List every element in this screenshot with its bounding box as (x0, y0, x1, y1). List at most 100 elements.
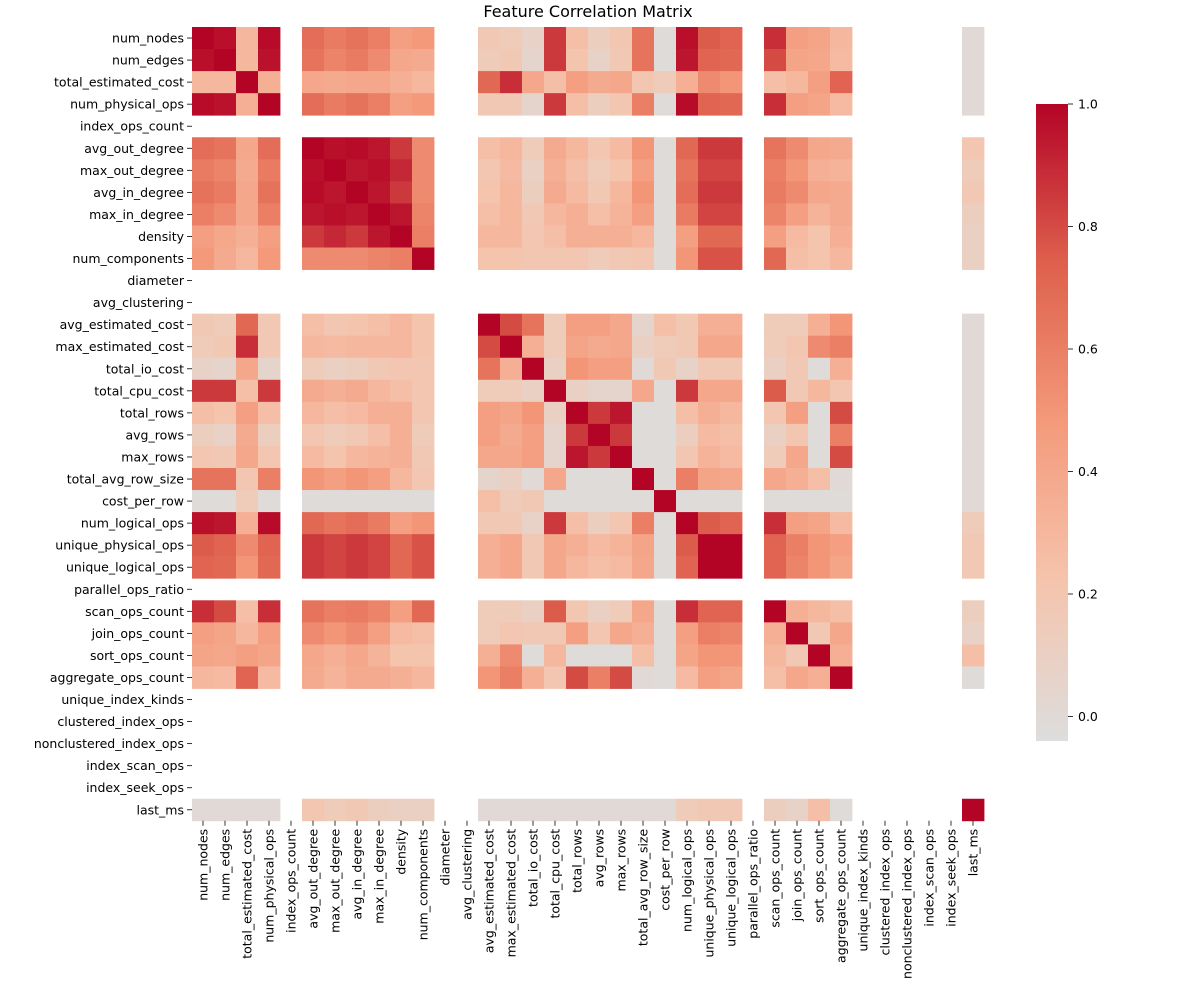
heatmap-cell (544, 490, 567, 513)
heatmap-cell (676, 203, 699, 226)
heatmap-cell (478, 644, 501, 667)
heatmap-cell (214, 49, 237, 72)
heatmap-cell (566, 401, 589, 425)
heatmap-cell (522, 490, 545, 513)
heatmap-cell (346, 798, 369, 822)
heatmap-cell (302, 534, 325, 557)
heatmap-cell (302, 401, 325, 425)
heatmap-cell (214, 379, 237, 403)
heatmap-cell (654, 181, 677, 204)
heatmap-cell (632, 379, 655, 403)
heatmap-cell (412, 644, 435, 667)
heatmap-cell (676, 93, 699, 116)
heatmap-cell (390, 468, 413, 491)
heatmap-cell (632, 247, 655, 270)
heatmap-cell (764, 512, 787, 535)
heatmap-cell (214, 335, 237, 359)
heatmap-cell (390, 423, 413, 447)
heatmap-cell (368, 622, 391, 645)
heatmap-cell (698, 71, 721, 94)
heatmap-cell (808, 445, 831, 469)
heatmap-cell (808, 93, 831, 116)
heatmap-cell (610, 445, 633, 469)
heatmap-cell (390, 798, 413, 822)
heatmap-cell (610, 313, 633, 337)
heatmap-cell (192, 203, 215, 226)
heatmap-cell (610, 622, 633, 645)
heatmap-cell (368, 490, 391, 513)
heatmap-cell (808, 534, 831, 557)
heatmap-cell (544, 644, 567, 667)
heatmap-cell (544, 181, 567, 204)
heatmap-cell (566, 93, 589, 116)
heatmap-cell (566, 556, 589, 579)
heatmap-cell (654, 49, 677, 72)
heatmap-cell (346, 445, 369, 469)
heatmap-cell (522, 203, 545, 226)
heatmap-cell (324, 137, 347, 160)
heatmap-cell (368, 93, 391, 116)
heatmap-cell (808, 556, 831, 579)
heatmap-cell (236, 159, 259, 182)
heatmap-cell (522, 401, 545, 425)
heatmap-cell (786, 313, 809, 337)
heatmap-cell (324, 600, 347, 623)
heatmap-cell (610, 556, 633, 579)
heatmap-cell (302, 357, 325, 381)
heatmap-cell (544, 798, 567, 822)
heatmap-cell (412, 27, 435, 50)
heatmap-cell (544, 203, 567, 226)
heatmap-cell (764, 379, 787, 403)
heatmap-cell (522, 159, 545, 182)
heatmap-cell (500, 445, 523, 469)
heatmap-cell (192, 468, 215, 491)
heatmap-cell (500, 203, 523, 226)
heatmap-cell (324, 666, 347, 689)
heatmap-cell (588, 379, 611, 403)
heatmap-cell (412, 357, 435, 381)
heatmap-cell (236, 600, 259, 623)
heatmap-cell (698, 534, 721, 557)
x-tick-label: avg_rows (592, 829, 607, 888)
heatmap-cell (478, 335, 501, 359)
heatmap-cell (346, 225, 369, 248)
heatmap-cell (962, 600, 985, 623)
y-tick-label: max_rows (121, 449, 184, 464)
heatmap-cell (654, 203, 677, 226)
x-tick-label: avg_out_degree (306, 829, 321, 929)
heatmap-cell (302, 468, 325, 491)
x-tick-label: cost_per_row (658, 829, 673, 911)
heatmap-cell (654, 379, 677, 403)
heatmap-cell (522, 27, 545, 50)
heatmap-cell (786, 644, 809, 667)
chart-title: Feature Correlation Matrix (483, 2, 692, 21)
heatmap-cell (522, 71, 545, 94)
heatmap-cell (236, 27, 259, 50)
heatmap-cell (786, 401, 809, 425)
heatmap-cell (676, 490, 699, 513)
heatmap-cell (830, 556, 853, 579)
heatmap-cell (368, 335, 391, 359)
heatmap-cell (302, 71, 325, 94)
heatmap-cell (786, 666, 809, 689)
heatmap-cell (808, 181, 831, 204)
heatmap-cell (610, 203, 633, 226)
heatmap-cell (478, 247, 501, 270)
heatmap-cell (346, 27, 369, 50)
heatmap-cell (698, 181, 721, 204)
heatmap-cell (830, 71, 853, 94)
heatmap-cell (346, 379, 369, 403)
heatmap-cell (676, 181, 699, 204)
heatmap-cell (192, 556, 215, 579)
heatmap-cell (676, 49, 699, 72)
heatmap-cell (698, 225, 721, 248)
heatmap-cell (500, 137, 523, 160)
heatmap-cell (962, 137, 985, 160)
heatmap-cell (500, 468, 523, 491)
heatmap-cell (786, 798, 809, 822)
heatmap-cell (654, 401, 677, 425)
heatmap-cell (632, 203, 655, 226)
heatmap-cell (676, 357, 699, 381)
heatmap-cell (720, 512, 743, 535)
heatmap-cell (302, 423, 325, 447)
